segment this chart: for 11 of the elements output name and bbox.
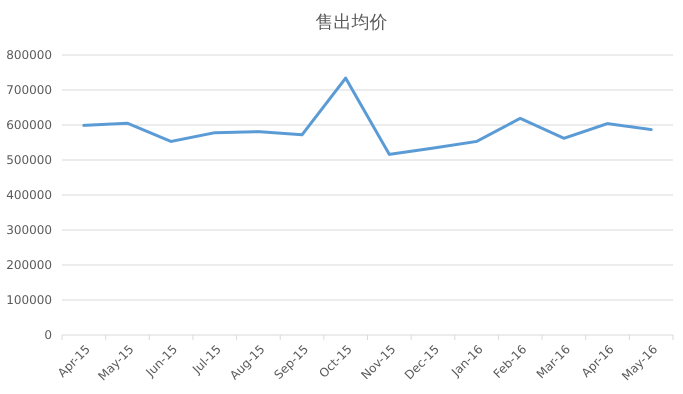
y-tick-label: 600000 bbox=[6, 118, 52, 132]
chart-title: 售出均价 bbox=[316, 12, 388, 33]
y-tick-label: 400000 bbox=[6, 188, 52, 202]
y-tick-label: 800000 bbox=[6, 48, 52, 62]
y-tick-label: 100000 bbox=[6, 293, 52, 308]
y-tick-label: 500000 bbox=[6, 153, 52, 168]
y-tick-label: 300000 bbox=[6, 223, 52, 238]
y-tick-label: 0 bbox=[44, 328, 52, 342]
y-tick-label: 700000 bbox=[6, 83, 52, 98]
line-series bbox=[82, 76, 653, 156]
y-tick-label: 200000 bbox=[6, 258, 52, 272]
